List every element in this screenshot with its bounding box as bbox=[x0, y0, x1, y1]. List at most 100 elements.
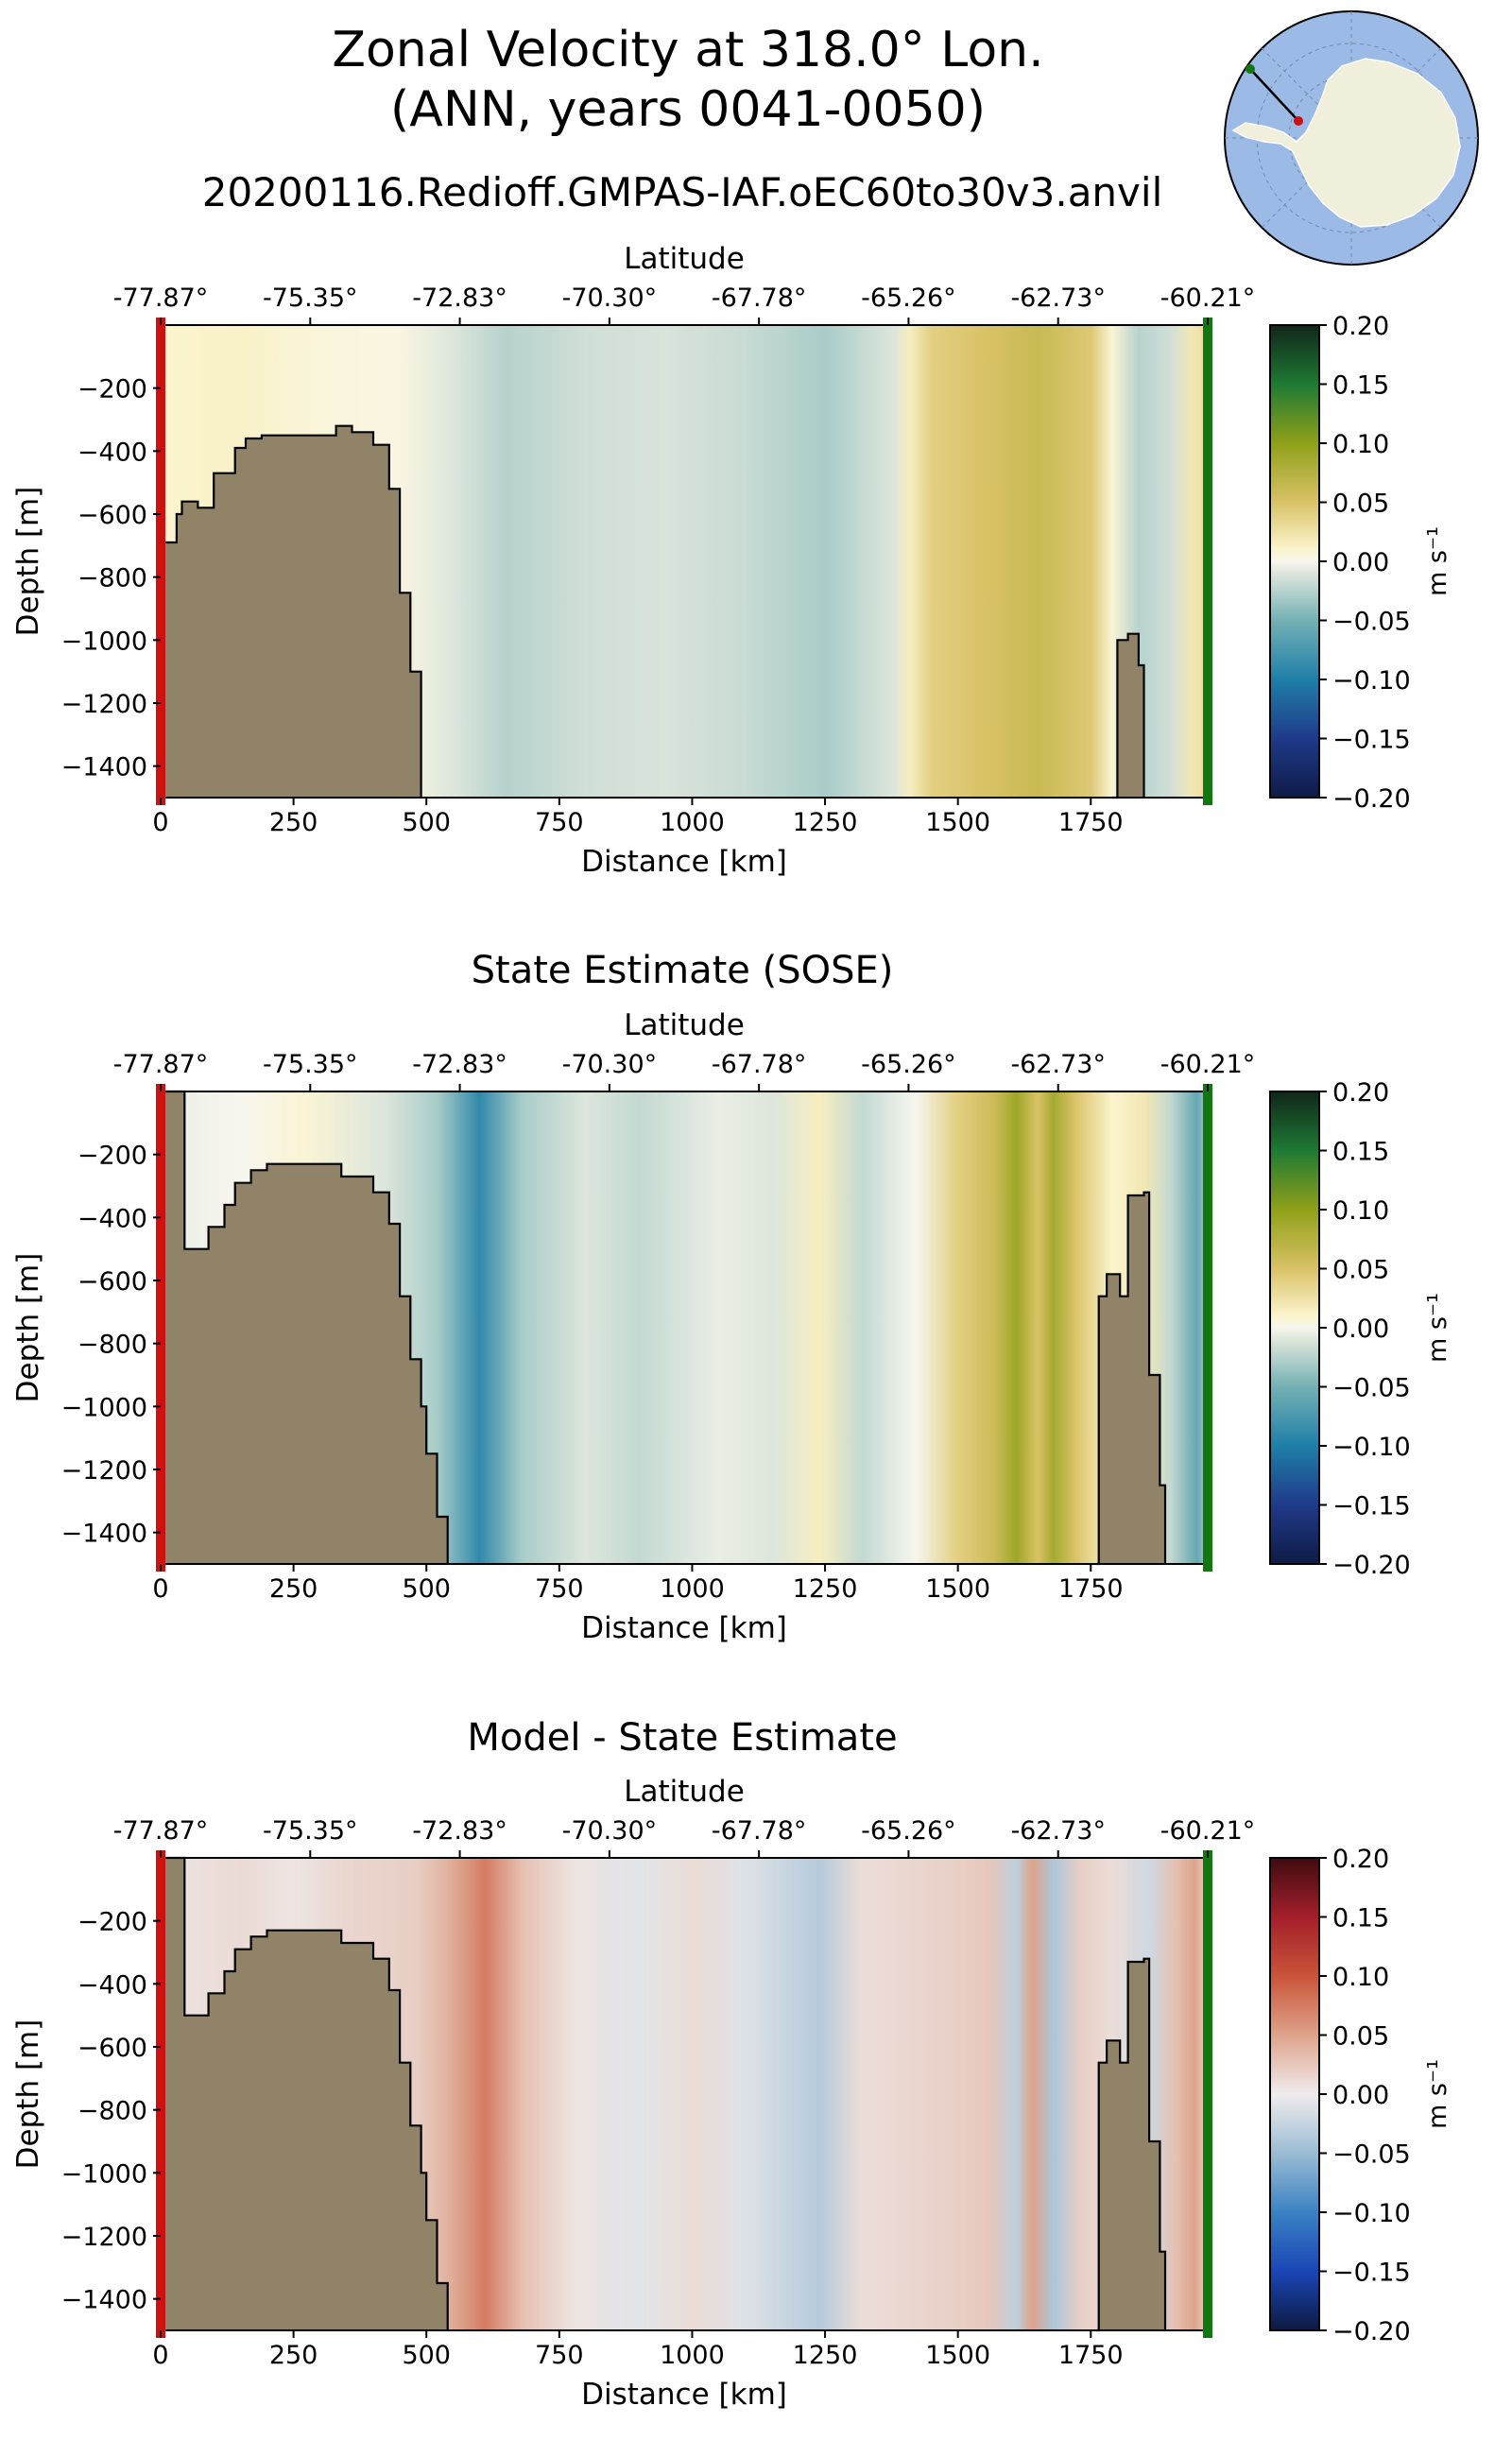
latitude-tick-label: -65.26° bbox=[861, 1050, 956, 1079]
bathymetry-shelf bbox=[161, 425, 421, 798]
y-tick-label: −1200 bbox=[61, 1456, 147, 1486]
latitude-axis-label: Latitude bbox=[624, 1775, 745, 1809]
y-tick-label: −800 bbox=[77, 1331, 147, 1360]
x-tick-label: 750 bbox=[535, 808, 584, 837]
colorbar-label: m s⁻¹ bbox=[1423, 2059, 1452, 2129]
x-tick-label: 500 bbox=[402, 2341, 451, 2370]
x-tick-label: 500 bbox=[402, 808, 451, 837]
x-axis-label: Distance [km] bbox=[581, 1611, 787, 1645]
x-tick-label: 1750 bbox=[1058, 1574, 1124, 1604]
colorbar-tick-label: −0.05 bbox=[1332, 2140, 1411, 2170]
latitude-tick-label: -60.21° bbox=[1160, 1050, 1256, 1079]
transect-end-marker bbox=[1203, 318, 1212, 805]
bathymetry-outline bbox=[161, 1090, 449, 1564]
transect-start-marker bbox=[156, 1084, 165, 1572]
bathymetry-outline bbox=[1095, 1191, 1167, 1566]
x-axis-label: Distance [km] bbox=[581, 2378, 787, 2412]
x-tick-label: 250 bbox=[269, 2341, 318, 2370]
latitude-tick-label: -75.35° bbox=[263, 284, 358, 313]
y-tick-label: −1400 bbox=[61, 2286, 147, 2315]
y-tick-label: −200 bbox=[77, 1908, 147, 1937]
y-tick-label: −600 bbox=[77, 2034, 147, 2063]
x-tick-label: 0 bbox=[152, 1574, 168, 1604]
panel-3: Model - State Estimate 0 250 500 750 1000 1250… bbox=[11, 1716, 1452, 2412]
bathymetry-outline bbox=[161, 1856, 449, 2330]
colorbar-tick-label: 0.10 bbox=[1332, 1196, 1389, 1226]
transect-start-marker bbox=[156, 318, 165, 805]
panel-title: Model - State Estimate bbox=[467, 1716, 897, 1760]
latitude-tick-label: -67.78° bbox=[712, 1816, 807, 1846]
colorbar-tick-label: 0.05 bbox=[1332, 2022, 1389, 2052]
colorbar-tick-label: −0.05 bbox=[1332, 1374, 1411, 1403]
x-tick-label: 1500 bbox=[925, 2341, 990, 2370]
latitude-tick-label: -75.35° bbox=[263, 1816, 358, 1846]
colorbar-tick-label: 0.00 bbox=[1332, 2081, 1389, 2110]
bathymetry-ridge bbox=[1095, 1958, 1165, 2330]
bathymetry-ridge bbox=[1095, 1192, 1165, 1564]
latitude-tick-label: -70.30° bbox=[562, 1050, 658, 1079]
y-tick-label: −800 bbox=[77, 2097, 147, 2126]
y-axis-label: Depth [m] bbox=[11, 2019, 45, 2170]
x-tick-label: 1750 bbox=[1058, 2341, 1124, 2370]
panel-title: 20200116.Redioff.GMPAS-IAF.oEC60to30v3.a… bbox=[202, 169, 1163, 215]
y-tick-label: −400 bbox=[77, 438, 147, 467]
colorbar-label: m s⁻¹ bbox=[1423, 1293, 1452, 1363]
colorbar-tick-label: −0.20 bbox=[1332, 2317, 1411, 2346]
colorbar-tick-label: 0.15 bbox=[1332, 1904, 1389, 1933]
latitude-tick-label: -72.83° bbox=[412, 284, 507, 313]
colorbar-tick-label: 0.20 bbox=[1332, 1845, 1389, 1874]
colorbar-tick-label: 0.00 bbox=[1332, 1314, 1389, 1344]
latitude-tick-label: -62.73° bbox=[1010, 284, 1106, 313]
colorbar bbox=[1269, 1857, 1320, 2331]
colorbar-tick-label: 0.15 bbox=[1332, 371, 1389, 401]
y-tick-label: −1400 bbox=[61, 753, 147, 782]
latitude-tick-label: -75.35° bbox=[263, 1050, 358, 1079]
colorbar-tick-label: −0.20 bbox=[1332, 1551, 1411, 1580]
colorbar-tick-label: 0.15 bbox=[1332, 1138, 1389, 1167]
y-tick-label: −200 bbox=[77, 375, 147, 404]
y-tick-label: −1200 bbox=[61, 690, 147, 719]
bathymetry-shelf bbox=[161, 1091, 448, 1564]
y-tick-label: −800 bbox=[77, 564, 147, 593]
inset-transect-line bbox=[1249, 68, 1299, 122]
x-tick-label: 1500 bbox=[925, 1574, 990, 1604]
y-tick-label: −1200 bbox=[61, 2223, 147, 2252]
panel-title: State Estimate (SOSE) bbox=[472, 949, 894, 992]
bathymetry-outline bbox=[1111, 632, 1145, 799]
x-tick-label: 750 bbox=[535, 2341, 584, 2370]
colorbar-tick-label: −0.20 bbox=[1332, 784, 1411, 814]
inset-map bbox=[1224, 10, 1479, 266]
latitude-tick-label: -60.21° bbox=[1160, 284, 1256, 313]
x-tick-label: 1000 bbox=[660, 2341, 725, 2370]
latitude-tick-label: -77.87° bbox=[113, 284, 209, 313]
colorbar-tick-label: 0.00 bbox=[1332, 548, 1389, 577]
x-tick-label: 1000 bbox=[660, 808, 725, 837]
x-axis-label: Distance [km] bbox=[581, 845, 787, 879]
latitude-tick-label: -62.73° bbox=[1010, 1816, 1106, 1846]
x-tick-label: 750 bbox=[535, 1574, 584, 1604]
x-tick-label: 250 bbox=[269, 1574, 318, 1604]
latitude-tick-label: -72.83° bbox=[412, 1816, 507, 1846]
colorbar-tick-label: −0.10 bbox=[1332, 666, 1411, 696]
x-tick-label: 1500 bbox=[925, 808, 990, 837]
bathymetry-ridge bbox=[1111, 633, 1144, 798]
y-tick-label: −400 bbox=[77, 1204, 147, 1233]
y-tick-label: −1400 bbox=[61, 1520, 147, 1549]
colorbar-tick-label: 0.20 bbox=[1332, 312, 1389, 341]
colorbar-tick-label: 0.05 bbox=[1332, 1256, 1389, 1285]
colorbar-tick-label: 0.10 bbox=[1332, 1963, 1389, 1992]
x-tick-label: 500 bbox=[402, 1574, 451, 1604]
colorbar-tick-label: −0.15 bbox=[1332, 726, 1411, 755]
colorbar-tick-label: 0.10 bbox=[1332, 430, 1389, 459]
colorbar-tick-label: 0.20 bbox=[1332, 1078, 1389, 1108]
figure-title-line1: Zonal Velocity at 318.0° Lon. bbox=[332, 22, 1043, 78]
bathymetry-outline bbox=[1095, 1957, 1167, 2332]
transect-end-marker bbox=[1203, 1850, 1212, 2338]
y-tick-label: −400 bbox=[77, 1970, 147, 2000]
x-tick-label: 1250 bbox=[793, 808, 858, 837]
latitude-tick-label: -72.83° bbox=[412, 1050, 507, 1079]
x-tick-label: 250 bbox=[269, 808, 318, 837]
colorbar-tick-label: −0.10 bbox=[1332, 2199, 1411, 2228]
y-tick-label: −200 bbox=[77, 1142, 147, 1171]
y-tick-label: −1000 bbox=[61, 1393, 147, 1422]
